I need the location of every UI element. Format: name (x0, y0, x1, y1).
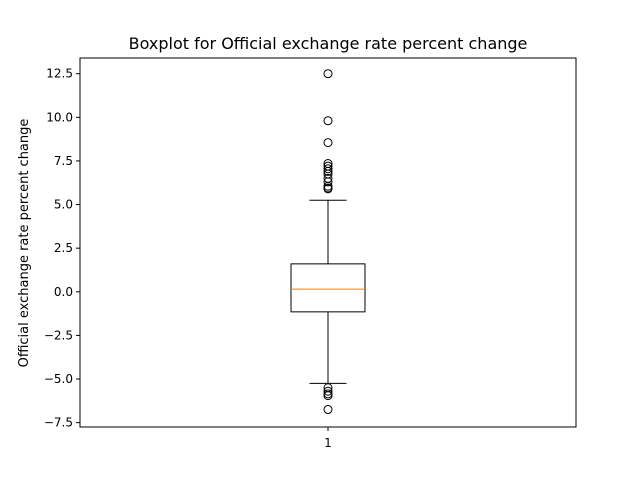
y-axis-ticks: −7.5 −5.0 −2.5 0.0 2.5 5.0 7.5 10.0 12.5 (44, 67, 80, 430)
outlier-point (323, 164, 333, 174)
y-tick-label: 12.5 (46, 67, 73, 81)
plot-area-frame (79, 57, 577, 428)
y-tick-label: −5.0 (44, 372, 73, 386)
y-tick-label: −2.5 (44, 328, 73, 342)
y-tick-label: −7.5 (44, 416, 73, 430)
iqr-box (290, 263, 366, 313)
y-tick-label: 2.5 (54, 241, 73, 255)
outlier-point (323, 69, 333, 79)
outlier-point (323, 138, 333, 148)
x-axis-ticks: 1 (324, 427, 332, 450)
outlier-point (323, 391, 333, 401)
y-tick-label: 0.0 (54, 285, 73, 299)
x-tick-label: 1 (324, 436, 332, 450)
outlier-point (323, 116, 333, 126)
box-and-whiskers (290, 199, 366, 384)
y-tick-label: 5.0 (54, 198, 73, 212)
y-axis-label: Official exchange rate percent change (17, 119, 32, 368)
outlier-point (323, 184, 333, 194)
outlier-point (323, 177, 333, 187)
y-tick-label: 7.5 (54, 154, 73, 168)
y-tick-label: 10.0 (46, 110, 73, 124)
outlier-point (323, 386, 333, 396)
outlier-points (323, 69, 333, 415)
chart-title: Boxplot for Official exchange rate perce… (129, 34, 528, 53)
outlier-point (323, 166, 333, 176)
outlier-point (323, 405, 333, 415)
